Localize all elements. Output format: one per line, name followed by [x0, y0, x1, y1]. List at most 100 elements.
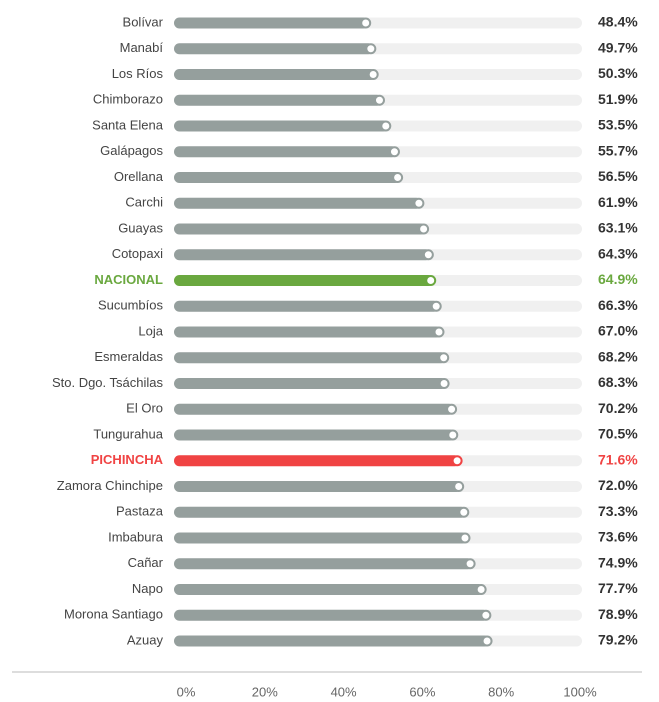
- bar-end-dot: [451, 455, 463, 467]
- value-label: 78.9%: [598, 606, 638, 622]
- bar-end-dot: [380, 120, 392, 132]
- value-label: 73.3%: [598, 503, 638, 519]
- bar-end-dot: [453, 481, 465, 492]
- bar-end-dot: [475, 584, 487, 595]
- bar: [174, 300, 440, 312]
- category-label: Loja: [138, 323, 163, 338]
- bar: [174, 249, 432, 261]
- value-label: 73.6%: [598, 529, 638, 545]
- bar: [174, 197, 422, 209]
- category-label: Sucumbíos: [98, 298, 164, 313]
- value-label: 53.5%: [598, 117, 638, 133]
- value-label: 77.7%: [598, 580, 638, 596]
- category-label: Tungurahua: [93, 426, 163, 441]
- value-label: 50.3%: [598, 65, 638, 81]
- category-label: Los Ríos: [112, 66, 164, 81]
- bar: [174, 223, 427, 235]
- value-label: 71.6%: [598, 451, 638, 467]
- bar-end-dot: [418, 223, 430, 235]
- bar-end-dot: [438, 352, 450, 364]
- value-label: 72.0%: [598, 477, 638, 493]
- value-label: 68.3%: [598, 374, 638, 390]
- x-tick-label: 100%: [563, 684, 597, 699]
- bar: [174, 94, 383, 106]
- bar: [174, 17, 369, 29]
- category-label: Imbabura: [108, 529, 164, 544]
- category-label: Santa Elena: [92, 117, 164, 132]
- category-label: Orellana: [114, 169, 164, 184]
- bar-end-dot: [464, 558, 476, 570]
- value-label: 70.2%: [598, 400, 638, 416]
- x-tick-label: 20%: [252, 684, 278, 699]
- bar-end-dot: [422, 249, 434, 261]
- category-label: Pastaza: [116, 504, 164, 519]
- bar-end-dot: [367, 69, 379, 80]
- category-label: Cotopaxi: [112, 246, 163, 261]
- bar-end-dot: [360, 17, 372, 29]
- category-label: Esmeraldas: [94, 349, 163, 364]
- category-label: Zamora Chinchipe: [57, 478, 163, 493]
- bar: [174, 635, 491, 647]
- category-label: El Oro: [126, 401, 163, 416]
- value-label: 63.1%: [598, 220, 638, 236]
- bar-end-dot: [459, 532, 471, 544]
- category-label: Manabí: [120, 40, 164, 55]
- value-label: 79.2%: [598, 632, 638, 648]
- bar: [174, 403, 455, 415]
- bar: [174, 378, 448, 389]
- bar: [174, 352, 447, 364]
- category-label: PICHINCHA: [91, 452, 164, 467]
- bar: [174, 455, 461, 467]
- bar-end-dot: [481, 635, 493, 647]
- value-label: 56.5%: [598, 168, 638, 184]
- bar-end-dot: [447, 429, 459, 441]
- category-label: Guayas: [118, 220, 163, 235]
- bar-end-dot: [480, 609, 492, 621]
- x-tick-label: 40%: [331, 684, 357, 699]
- value-label: 49.7%: [598, 39, 638, 55]
- category-label: Napo: [132, 581, 163, 596]
- bar: [174, 43, 374, 55]
- bar: [174, 481, 462, 492]
- bar-end-dot: [413, 197, 425, 209]
- bar-end-dot: [392, 172, 404, 183]
- bar: [174, 609, 489, 621]
- bar: [174, 584, 485, 595]
- value-label: 66.3%: [598, 297, 638, 313]
- bar: [174, 146, 398, 158]
- category-label: Chimborazo: [93, 92, 163, 107]
- bar-end-dot: [438, 378, 450, 389]
- bar: [174, 326, 442, 338]
- bar-end-dot: [458, 506, 470, 518]
- value-label: 70.5%: [598, 426, 638, 442]
- value-label: 51.9%: [598, 91, 638, 107]
- bar: [174, 120, 389, 132]
- category-label: Morona Santiago: [64, 607, 163, 622]
- bar: [174, 506, 467, 518]
- value-label: 61.9%: [598, 194, 638, 210]
- value-label: 55.7%: [598, 142, 638, 158]
- category-label: Cañar: [128, 555, 164, 570]
- bar-end-dot: [373, 94, 385, 106]
- bar-end-dot: [365, 43, 377, 55]
- x-tick-label: 0%: [177, 684, 196, 699]
- bar: [174, 275, 434, 286]
- value-label: 48.4%: [598, 14, 638, 30]
- bar-end-dot: [433, 326, 445, 338]
- category-label: Carchi: [125, 195, 163, 210]
- bar: [174, 172, 401, 183]
- bar-end-dot: [446, 403, 458, 415]
- category-label: NACIONAL: [94, 272, 163, 287]
- bar: [174, 558, 474, 570]
- value-label: 74.9%: [598, 554, 638, 570]
- value-label: 64.3%: [598, 245, 638, 261]
- value-label: 68.2%: [598, 348, 638, 364]
- bar: [174, 69, 377, 80]
- bar: [174, 532, 468, 544]
- x-tick-label: 80%: [488, 684, 514, 699]
- category-label: Bolívar: [123, 14, 164, 29]
- category-label: Galápagos: [100, 143, 163, 158]
- bar: [174, 429, 456, 441]
- bar-end-dot: [425, 275, 437, 286]
